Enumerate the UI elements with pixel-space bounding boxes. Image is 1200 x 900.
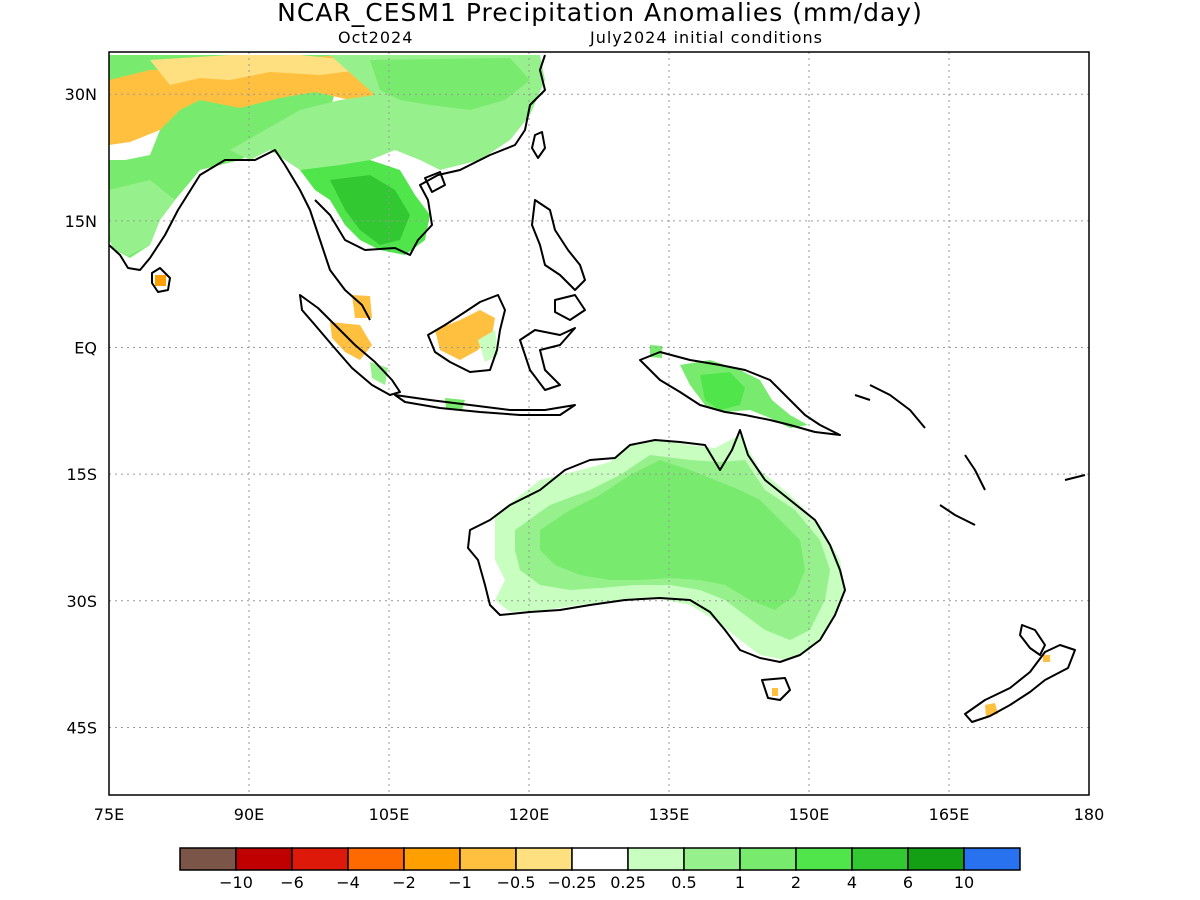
coast-sumatra [299,294,401,396]
longitude-label: 105E [369,805,410,824]
fill-new-guinea-dark [700,372,745,410]
coast-hainan [424,171,446,193]
colorbar-swatch [347,847,405,871]
coast-islands-pacific [854,384,1086,526]
coast-nz-north [1019,624,1046,656]
colorbar-swatch [627,847,685,871]
colorbar-swatch [235,847,293,871]
colorbar-swatch [739,847,797,871]
longitude-label: 180 [1074,805,1105,824]
colorbar-swatch [683,847,741,871]
figure-title: NCAR_CESM1 Precipitation Anomalies (mm/d… [277,0,923,27]
graticule [109,52,1089,795]
coast-tasmania [761,677,791,701]
latitude-labels: 30N 15N EQ 15S 30S 45S [65,85,97,737]
colorbar-label: 4 [847,873,857,892]
fill-tasmania-orange [772,688,778,696]
colorbar-label: 0.5 [671,873,696,892]
fill-sri-lanka-orange [155,275,166,286]
colorbar-swatch [795,847,853,871]
fill-borneo-orange [435,310,495,360]
colorbar-label: −10 [219,873,253,892]
colorbar-swatch [571,847,629,871]
coast-asia-mainland [109,54,546,321]
colorbar-swatch [515,847,573,871]
colorbar [179,847,1021,871]
coast-philippines [531,199,586,321]
anomaly-fills [109,55,1050,716]
longitude-label: 135E [649,805,690,824]
longitude-label: 90E [234,805,264,824]
latitude-label: 45S [66,718,97,737]
fill-nz-north-orange [1043,655,1050,662]
colorbar-label: −0.25 [547,873,596,892]
colorbar-swatch [851,847,909,871]
map-frame [108,51,1090,796]
valid-month-label: Oct2024 [338,28,414,47]
colorbar-label: 2 [791,873,801,892]
longitude-label: 120E [509,805,550,824]
colorbar-label: −6 [280,873,304,892]
longitude-labels: 75E 90E 105E 120E 135E 150E 165E 180 [94,805,1105,824]
coast-sulawesi [519,327,576,391]
fill-borneo-light [478,330,498,362]
fill-indochina-dark [330,175,410,245]
latitude-label: 30S [66,592,97,611]
colorbar-swatch [963,847,1021,871]
colorbar-label: 10 [954,873,974,892]
colorbar-label: −4 [336,873,360,892]
longitude-label: 165E [929,805,970,824]
colorbar-label: −2 [392,873,416,892]
colorbar-label: −0.5 [497,873,536,892]
latitude-label: EQ [74,339,97,358]
fill-china-mid [370,58,530,110]
coast-java [394,394,576,416]
colorbar-label: 6 [903,873,913,892]
latitude-label: 30N [65,85,97,104]
coast-sri-lanka [151,267,171,293]
colorbar-labels: −10 −6 −4 −2 −1 −0.5 −0.25 0.25 0.5 1 2 4 6 10 [219,873,974,892]
colorbar-swatch [179,847,237,871]
fill-tibet-yellow [150,55,360,85]
latitude-label: 15S [66,465,97,484]
coast-nz-south [964,644,1076,723]
colorbar-swatch [291,847,349,871]
latitude-label: 15N [65,212,97,231]
colorbar-label: −1 [448,873,472,892]
colorbar-swatch [459,847,517,871]
fill-sumatra-green [370,362,388,385]
coast-borneo [427,294,506,373]
coastlines [109,54,1086,723]
colorbar-label: 1 [735,873,745,892]
fill-tibet-white [109,130,160,160]
init-conditions-label: July2024 initial conditions [590,28,823,47]
coast-australia [467,429,846,663]
longitude-label: 150E [789,805,830,824]
longitude-label: 75E [94,805,124,824]
colorbar-label: 0.25 [610,873,646,892]
coast-new-guinea [639,351,841,436]
coast-taiwan [531,131,546,159]
colorbar-swatch [907,847,965,871]
fill-india-light [109,180,175,256]
fill-australia-interior [540,460,805,610]
colorbar-swatch [403,847,461,871]
